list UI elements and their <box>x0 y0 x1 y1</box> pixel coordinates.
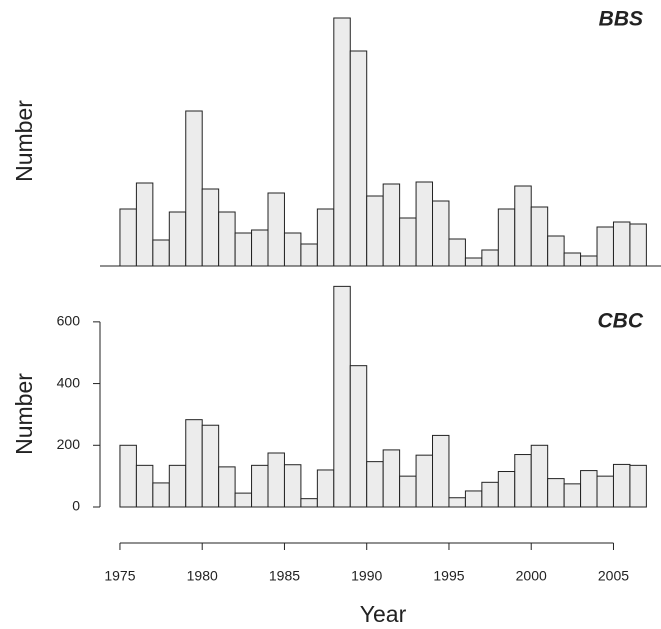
x-axis-label: Year <box>360 601 407 627</box>
bar <box>530 206 549 267</box>
bar <box>580 255 598 267</box>
bar <box>119 444 137 508</box>
bar <box>218 466 236 508</box>
bar <box>399 475 417 508</box>
y-axis-label: Number <box>11 373 37 455</box>
panel-label: CBC <box>598 310 644 333</box>
bar <box>234 232 253 267</box>
bar <box>432 434 450 508</box>
bar <box>432 200 450 267</box>
y-axis-label: Number <box>11 100 37 182</box>
bar <box>563 483 582 508</box>
bar <box>464 257 483 267</box>
x-tick-label: 1995 <box>433 568 464 584</box>
bar <box>464 490 483 508</box>
bar <box>349 50 368 267</box>
bar <box>185 419 203 508</box>
bar <box>382 183 401 267</box>
bar <box>547 235 565 267</box>
bar <box>218 211 236 267</box>
bar <box>514 185 532 267</box>
bar <box>497 208 516 267</box>
x-tick-label: 1975 <box>104 568 135 584</box>
bar <box>333 285 351 508</box>
x-tick-label: 1985 <box>269 568 300 584</box>
bar <box>152 239 170 267</box>
x-tick-label: 2005 <box>598 568 629 584</box>
bar <box>366 461 384 508</box>
bar <box>300 243 318 267</box>
y-tick-label: 600 <box>57 313 81 329</box>
bar <box>267 452 285 508</box>
bar <box>448 238 466 267</box>
bar <box>300 498 318 508</box>
y-tick-label: 200 <box>57 436 81 452</box>
bar <box>481 249 499 267</box>
bar <box>547 478 565 508</box>
bar <box>596 475 614 508</box>
bar <box>152 482 170 508</box>
bar <box>415 181 434 267</box>
x-tick-label: 2000 <box>516 568 547 584</box>
bar <box>563 252 582 267</box>
bar <box>251 229 269 267</box>
bar <box>399 217 417 267</box>
bar <box>333 17 351 267</box>
x-tick-label: 1990 <box>351 568 382 584</box>
bar <box>612 463 631 508</box>
bar <box>234 492 253 508</box>
bar <box>283 464 302 508</box>
bar <box>497 471 516 508</box>
panel-label: BBS <box>599 8 643 31</box>
bar <box>580 470 598 508</box>
bar <box>514 454 532 508</box>
bar <box>612 221 631 267</box>
bar <box>316 469 335 508</box>
bar <box>448 497 466 508</box>
bar <box>316 208 335 267</box>
bar <box>135 182 154 267</box>
bar <box>267 192 285 267</box>
bar <box>168 211 187 267</box>
bar <box>201 424 220 508</box>
y-tick-label: 400 <box>57 374 81 390</box>
bar <box>135 464 154 508</box>
bar <box>119 208 137 267</box>
bar <box>530 444 549 508</box>
bar <box>168 464 187 508</box>
bar <box>349 365 368 508</box>
bar <box>251 464 269 508</box>
x-tick-label: 1980 <box>187 568 218 584</box>
bar <box>415 454 434 508</box>
bar <box>366 195 384 267</box>
bar <box>201 188 220 267</box>
bar <box>629 464 647 508</box>
bar <box>283 232 302 267</box>
bar <box>481 481 499 508</box>
bar <box>185 110 203 267</box>
bar <box>382 449 401 508</box>
y-tick-label: 0 <box>72 498 80 514</box>
bar <box>596 226 614 267</box>
bar <box>629 223 647 267</box>
